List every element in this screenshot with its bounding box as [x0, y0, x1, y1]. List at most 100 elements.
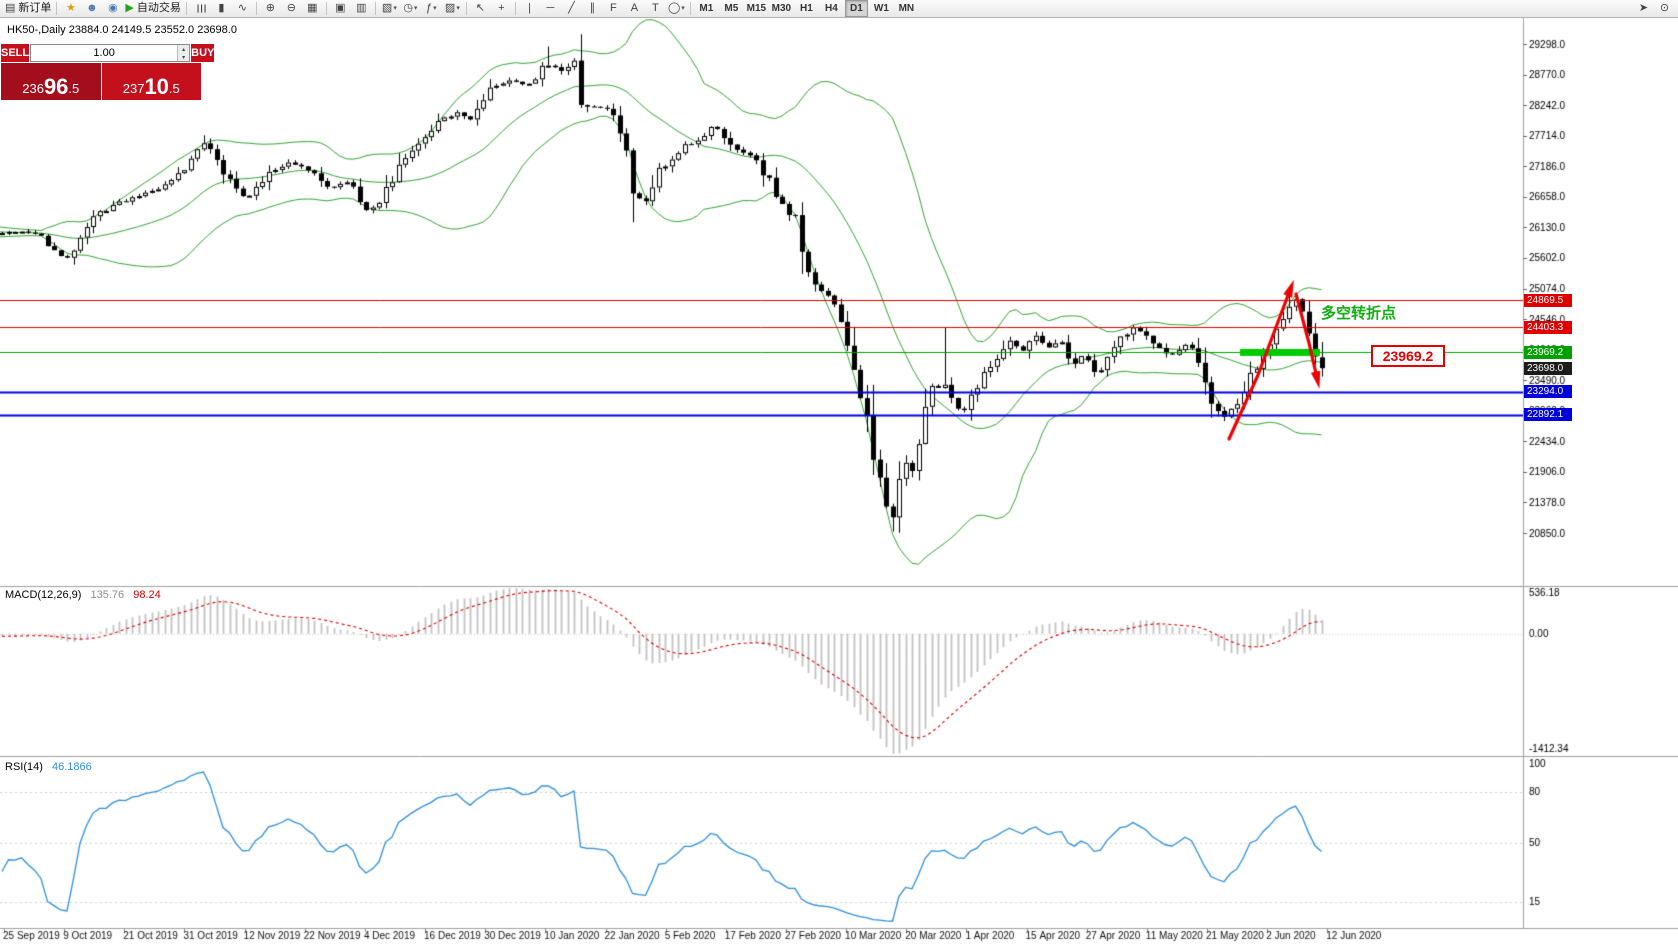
macd-indicator-label: MACD(12,26,9) 135.76 98.24: [5, 589, 161, 601]
new-order-button[interactable]: ▤ 新订单: [3, 0, 53, 17]
trend-annotation-text: 多空转折点: [1321, 305, 1397, 322]
new-order-icon: ▤: [5, 2, 16, 14]
magnifier-icon: ⊙: [1659, 2, 1670, 14]
timeframe-m15-button[interactable]: M15: [746, 3, 767, 14]
zoom-out-button[interactable]: ⊖: [281, 0, 302, 17]
trendline-button[interactable]: ╱: [561, 0, 582, 17]
timeframe-m30-button[interactable]: M30: [771, 3, 792, 14]
toolbar-separator: [374, 2, 376, 15]
sell-price-dec: .5: [68, 81, 80, 96]
connectivity-button[interactable]: ◉: [102, 0, 123, 17]
timeframe-d1-button[interactable]: D1: [844, 0, 868, 17]
cycles-button[interactable]: ◷ ▾: [400, 0, 421, 17]
timeframe-m5-button[interactable]: M5: [724, 3, 739, 14]
timeframe-mn-button[interactable]: MN: [898, 3, 915, 14]
cascade-windows-icon: ▣: [335, 2, 346, 14]
line-chart-button[interactable]: ∿: [232, 0, 253, 17]
connectivity-icon: ◉: [108, 2, 118, 14]
vertical-line-button[interactable]: |: [519, 0, 540, 17]
tile-windows-icon: ▦: [307, 2, 318, 14]
crosshair-button[interactable]: +: [491, 0, 512, 17]
dropdown-caret-icon: ▾: [393, 5, 397, 12]
trendline-icon: ╱: [568, 2, 575, 14]
macd-name: MACD(12,26,9): [5, 589, 82, 601]
crosshair-icon: +: [498, 2, 505, 14]
volume-up-button[interactable]: ▴: [178, 45, 190, 53]
dropdown-caret-icon: ▾: [413, 5, 418, 12]
toolbar-separator: [185, 2, 187, 15]
autotrading-button[interactable]: ▶ 自动交易: [123, 0, 182, 17]
channel-icon: ∥: [589, 2, 596, 14]
sell-button[interactable]: 236 96.5: [1, 63, 101, 100]
chart-window: HK50-,Daily 23884.0 24149.5 23552.0 2369…: [0, 18, 1678, 944]
label-button[interactable]: T: [645, 0, 666, 17]
channel-button[interactable]: ∥: [582, 0, 603, 17]
arrange-windows-button[interactable]: ▥: [351, 0, 372, 17]
rsi-value: 46.1866: [51, 761, 92, 773]
templates-icon: ▨: [444, 2, 456, 14]
volume-stepper[interactable]: ▴ ▾: [30, 44, 191, 62]
label-icon: T: [652, 2, 659, 14]
new-order-button-label: 新订单: [18, 2, 52, 14]
toolbar-separator: [465, 2, 467, 15]
timeframe-m1-button[interactable]: M1: [699, 3, 714, 14]
fibonacci-button[interactable]: F: [603, 0, 624, 17]
sell-price-head: 236: [22, 81, 44, 96]
candlestick-chart-button[interactable]: ▮: [211, 0, 232, 17]
toolbar-separator: [514, 2, 516, 15]
timeframe-h1-button[interactable]: H1: [799, 3, 813, 14]
timeframe-h4-button[interactable]: H4: [824, 3, 838, 14]
tile-windows-button[interactable]: ▦: [302, 0, 323, 17]
price-chart-canvas[interactable]: [0, 18, 1678, 944]
sell-price-big: 96: [43, 74, 69, 99]
autotrading-button-label: 自动交易: [136, 2, 181, 14]
bar-chart-button[interactable]: ☰: [190, 0, 211, 17]
dropdown-caret-icon: ▾: [681, 5, 685, 12]
volume-input[interactable]: [31, 45, 178, 61]
toolbar: ▤ 新订单 ★ ☻ ◉ ▶ 自动交易 ☰ ▮ ∿ ⊕ ⊖ ▦ ▣ ▥ ▧ ▾ ◷ ▾ ƒ ▾ ▨ ▾ ↖ + | ─ ╱ ∥ F A T ◯ ▾ M…: [0, 0, 1678, 18]
volume-down-button[interactable]: ▾: [178, 53, 190, 61]
macd-main-value: 135.76: [90, 589, 125, 601]
buy-price-head: 237: [122, 81, 145, 96]
buy-price-big: 10: [144, 74, 169, 99]
pivot-level-value: 23969.2: [1382, 348, 1434, 364]
zoom-out-icon: ⊖: [286, 2, 296, 14]
buy-button[interactable]: 237 10.5: [101, 63, 201, 100]
pointer-icon: ➤: [1638, 2, 1649, 14]
rsi-indicator-label: RSI(14) 46.1866: [5, 761, 92, 773]
toolbar-separator: [56, 2, 58, 15]
shapes-button[interactable]: ◯ ▾: [666, 0, 687, 17]
macd-signal-value: 98.24: [133, 589, 161, 601]
toolbar-separator: [689, 2, 691, 15]
community-button[interactable]: ☻: [81, 0, 102, 17]
cursor-icon: ↖: [475, 2, 485, 14]
cursor-mode-button[interactable]: ➤: [1633, 0, 1654, 17]
zoom-in-button[interactable]: ⊕: [260, 0, 281, 17]
cursor-button[interactable]: ↖: [470, 0, 491, 17]
shapes-icon: ◯: [667, 2, 681, 14]
vertical-line-icon: |: [527, 2, 531, 14]
cascade-windows-button[interactable]: ▣: [330, 0, 351, 17]
toolbar-separator: [255, 2, 257, 15]
timeframe-w1-button[interactable]: W1: [873, 3, 889, 14]
horizontal-line-icon: ─: [546, 2, 555, 14]
metaeditor-icon: ★: [65, 2, 76, 14]
toolbar-right-group: ➤ ⊙: [1633, 0, 1675, 17]
new-chart-button[interactable]: ▧ ▾: [379, 0, 400, 17]
templates-button[interactable]: ▨ ▾: [442, 0, 463, 17]
text-button[interactable]: A: [624, 0, 645, 17]
arrange-windows-icon: ▥: [356, 2, 367, 14]
magnifier-button[interactable]: ⊙: [1654, 0, 1675, 17]
text-icon: A: [630, 2, 639, 14]
metaeditor-button[interactable]: ★: [60, 0, 81, 17]
sell-tab[interactable]: SELL: [1, 44, 30, 62]
bar-chart-icon: ☰: [194, 3, 207, 14]
buy-tab[interactable]: BUY: [191, 44, 215, 62]
indicators-icon: ƒ: [426, 2, 433, 14]
candlestick-chart-icon: ▮: [218, 2, 225, 14]
horizontal-line-button[interactable]: ─: [540, 0, 561, 17]
zoom-in-icon: ⊕: [265, 2, 275, 14]
indicators-button[interactable]: ƒ ▾: [421, 0, 442, 17]
clock-icon: ◷: [403, 2, 413, 14]
